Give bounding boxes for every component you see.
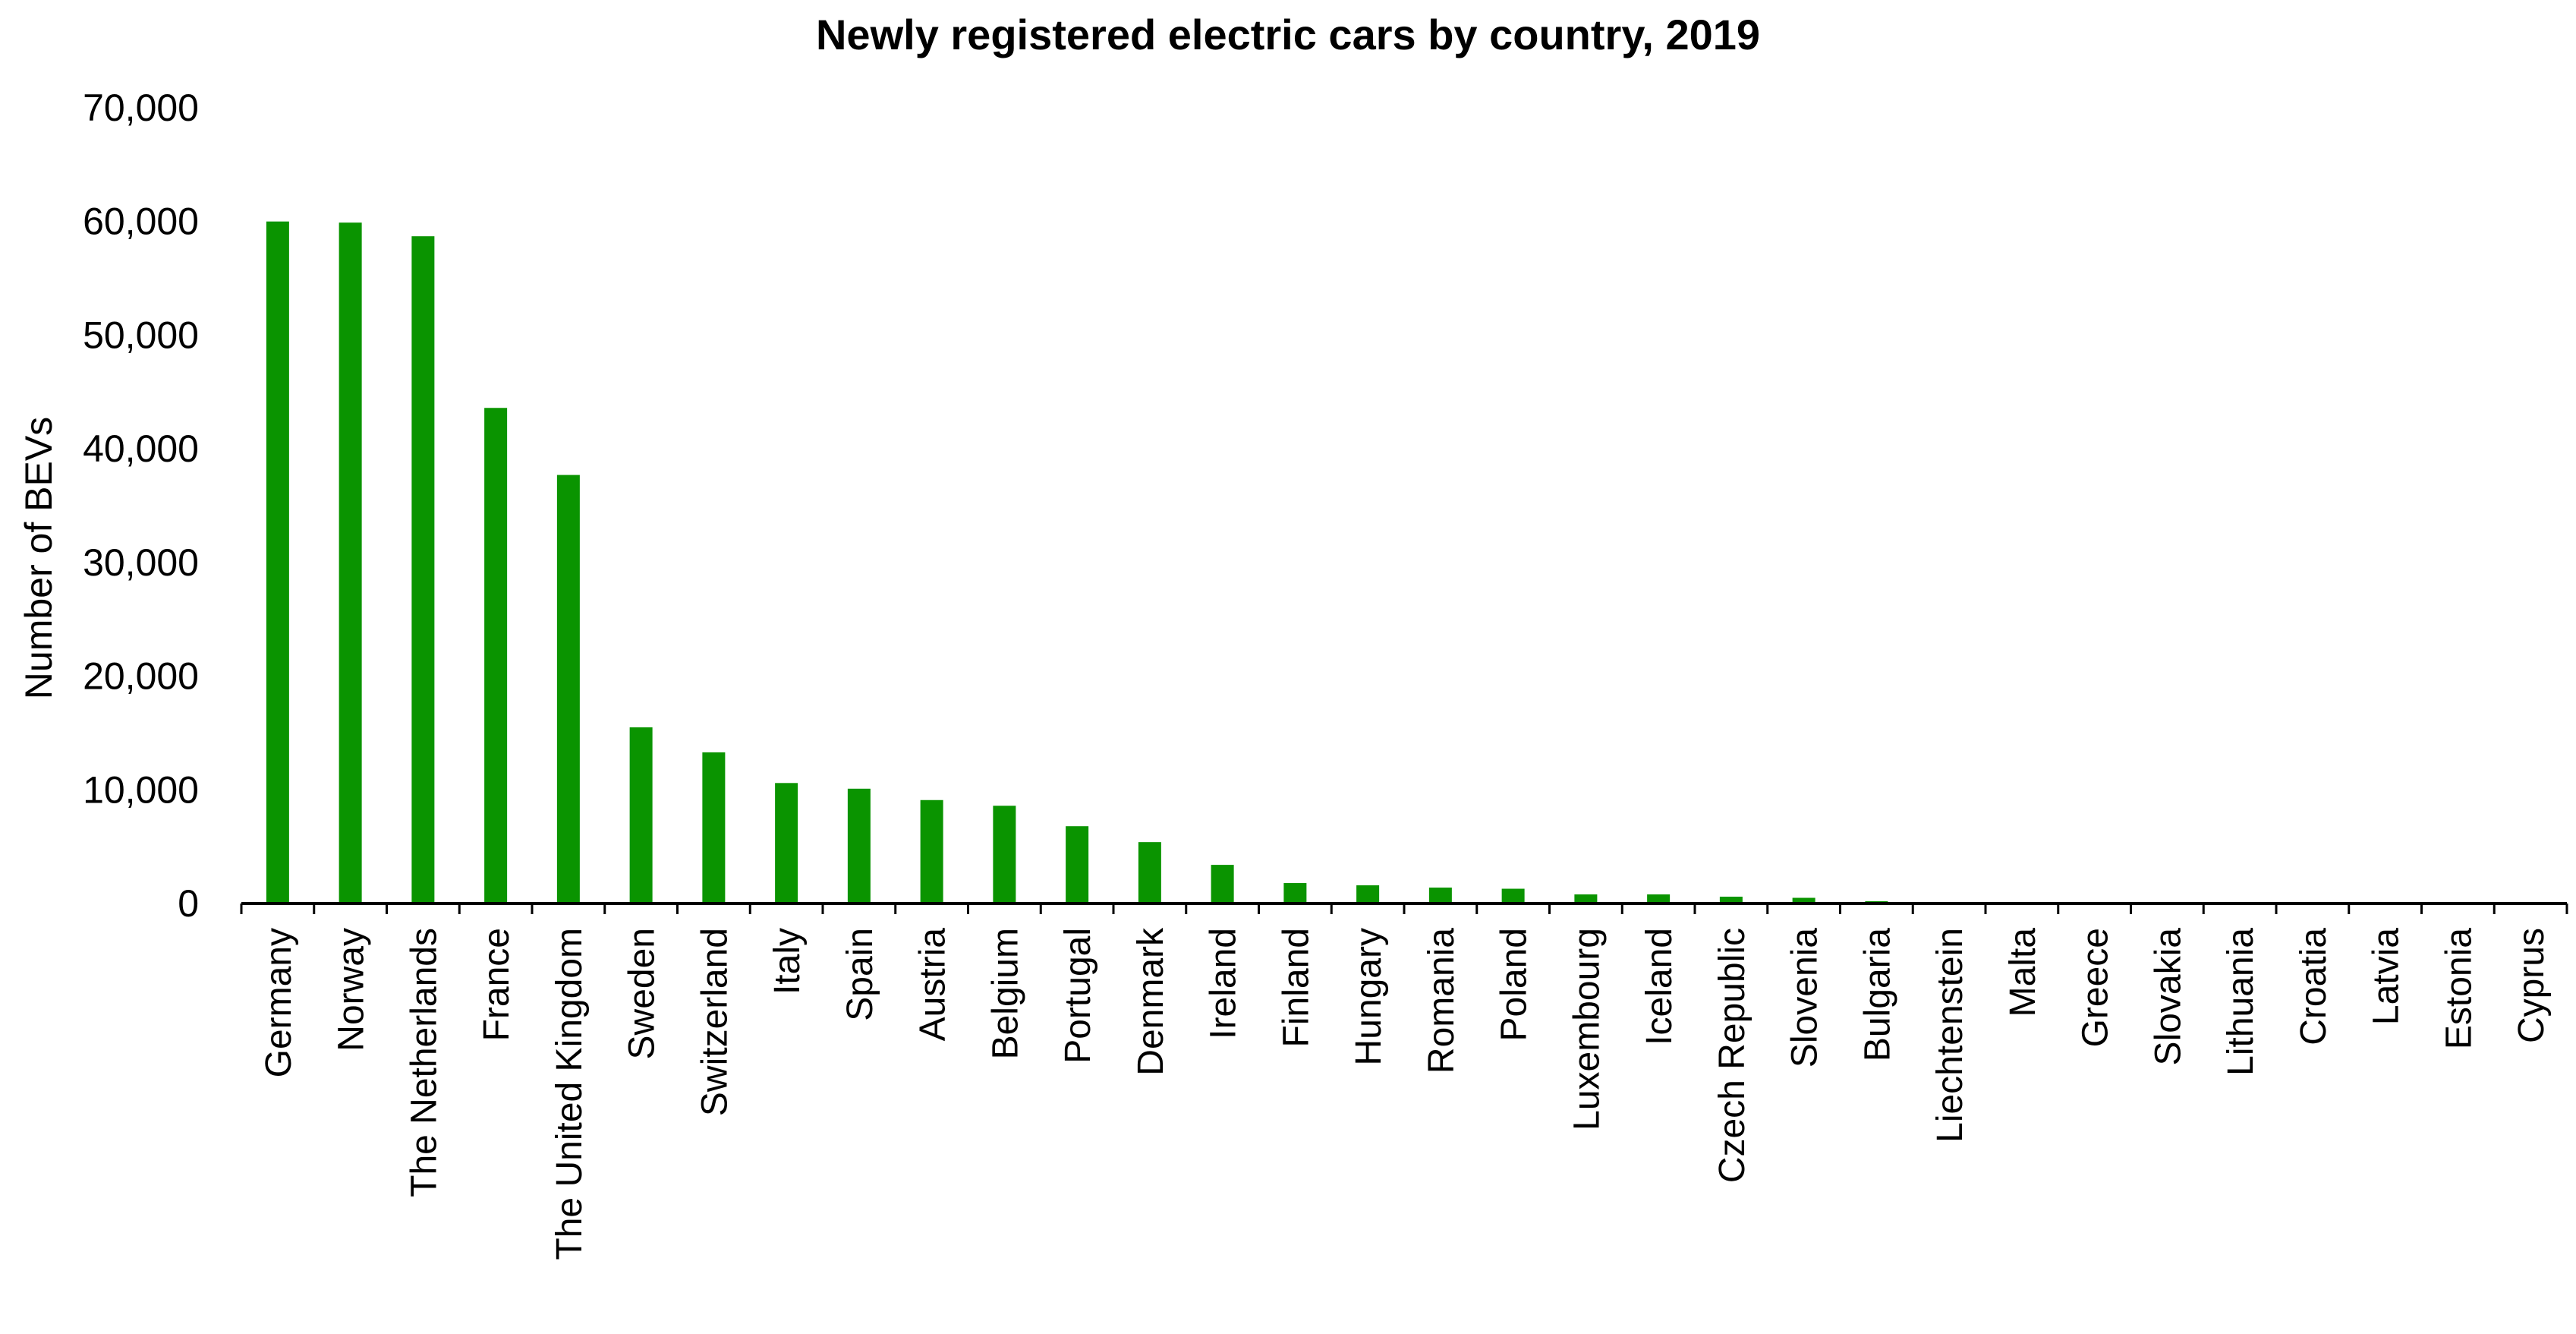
x-tick-label: Lithuania <box>2221 928 2261 1076</box>
bar <box>847 788 871 904</box>
bar <box>339 222 362 904</box>
x-tick-label: Germany <box>259 928 299 1077</box>
bar <box>1719 897 1743 904</box>
bar <box>1356 885 1380 904</box>
x-tick-label: France <box>477 928 517 1041</box>
chart-title: Newly registered electric cars by countr… <box>816 11 1760 58</box>
x-tick-label: Hungary <box>1349 928 1389 1065</box>
y-tick-label: 0 <box>178 882 199 925</box>
bar <box>1066 826 1089 904</box>
bar <box>702 752 726 904</box>
bar <box>1211 865 1234 904</box>
x-tick-label: Spain <box>840 928 880 1021</box>
x-tick-label: Cyprus <box>2511 928 2552 1043</box>
bar <box>1574 894 1598 904</box>
bar <box>1283 883 1307 904</box>
x-tick-label: Luxembourg <box>1567 928 1607 1131</box>
bar <box>1792 897 1815 904</box>
bar <box>629 727 653 904</box>
x-tick-label: Slovakia <box>2148 928 2188 1066</box>
bar <box>1428 888 1452 904</box>
x-tick-label: Liechtenstein <box>1930 928 1970 1143</box>
x-tick-label: Belgium <box>985 928 1025 1059</box>
x-tick-label: Denmark <box>1131 927 1171 1076</box>
bar <box>1138 842 1161 904</box>
x-tick-label: Estonia <box>2439 928 2479 1049</box>
bar <box>1647 894 1671 904</box>
y-tick-label: 60,000 <box>83 200 199 243</box>
x-tick-label: Poland <box>1494 928 1535 1041</box>
y-axis-ticks: 0 10,000 20,000 30,000 40,000 50,000 60,000 70,… <box>83 87 199 925</box>
x-tick-label: The United Kingdom <box>550 928 590 1260</box>
x-axis-ticks <box>240 904 2568 914</box>
bar <box>411 236 435 904</box>
bars <box>266 221 2543 904</box>
x-tick-label: Ireland <box>1204 928 1244 1039</box>
x-tick-label: Austria <box>913 928 953 1042</box>
x-tick-label: Italy <box>767 928 808 995</box>
x-tick-label: Sweden <box>622 928 663 1059</box>
x-tick-label: Romania <box>1422 928 1462 1074</box>
x-tick-label: The Netherlands <box>404 928 444 1197</box>
x-tick-label: Latvia <box>2367 928 2407 1025</box>
bar <box>993 806 1016 904</box>
x-axis-labels: Germany Norway The Netherlands France The Un… <box>259 927 2552 1260</box>
x-tick-label: Malta <box>2003 928 2043 1017</box>
x-tick-label: Czech Republic <box>1712 928 1752 1183</box>
bar <box>1501 888 1525 904</box>
x-tick-label: Switzerland <box>694 928 735 1116</box>
y-tick-label: 50,000 <box>83 314 199 356</box>
x-tick-label: Norway <box>332 928 372 1052</box>
bar <box>920 799 943 904</box>
y-tick-label: 30,000 <box>83 541 199 584</box>
bar <box>556 475 580 904</box>
x-tick-label: Slovenia <box>1785 928 1825 1068</box>
y-tick-label: 20,000 <box>83 655 199 698</box>
x-tick-label: Finland <box>1276 928 1316 1047</box>
bar <box>775 783 798 904</box>
bar <box>484 408 508 904</box>
y-tick-label: 10,000 <box>83 768 199 811</box>
y-tick-label: 70,000 <box>83 87 199 129</box>
x-tick-label: Greece <box>2076 928 2116 1047</box>
bar <box>266 221 289 904</box>
y-axis-label: Number of BEVs <box>17 417 60 699</box>
x-tick-label: Bulgaria <box>1857 928 1897 1061</box>
x-tick-label: Croatia <box>2294 928 2334 1045</box>
x-tick-label: Iceland <box>1639 928 1680 1045</box>
x-tick-label: Portugal <box>1058 928 1098 1064</box>
y-tick-label: 40,000 <box>83 427 199 470</box>
